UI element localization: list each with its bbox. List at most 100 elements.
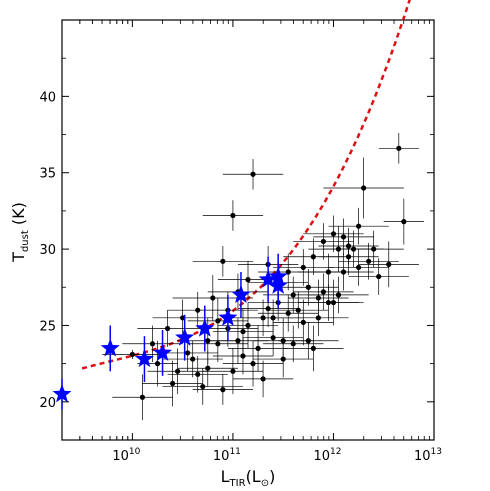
star-point-1 bbox=[100, 325, 120, 372]
y-tick-label-3: 35 bbox=[39, 167, 56, 182]
data-point-marker bbox=[164, 325, 171, 332]
data-point-marker bbox=[175, 368, 181, 374]
data-point-marker bbox=[154, 361, 161, 367]
data-point-marker bbox=[386, 261, 392, 267]
data-point-63 bbox=[278, 322, 339, 360]
data-point-marker bbox=[215, 318, 221, 324]
data-point-marker bbox=[310, 254, 316, 260]
x-tick-label-0: 1010 bbox=[112, 447, 140, 464]
data-point-49 bbox=[242, 319, 304, 356]
star-point-marker bbox=[153, 342, 173, 361]
data-point-marker bbox=[340, 234, 347, 240]
data-point-marker bbox=[290, 292, 296, 298]
data-point-marker bbox=[290, 341, 296, 347]
data-point-65 bbox=[298, 284, 359, 321]
data-point-marker bbox=[205, 365, 211, 371]
data-point-marker bbox=[195, 307, 201, 313]
data-point-3 bbox=[142, 360, 203, 407]
data-point-46 bbox=[383, 198, 424, 245]
x-tick-label-1: 1011 bbox=[213, 447, 241, 464]
data-point-marker bbox=[315, 295, 321, 301]
data-point-marker bbox=[139, 394, 146, 400]
data-point-marker bbox=[371, 246, 377, 252]
star-point-marker bbox=[258, 269, 278, 288]
data-point-marker bbox=[320, 238, 327, 245]
data-point-67 bbox=[318, 238, 379, 276]
data-point-marker bbox=[330, 231, 337, 237]
data-point-42 bbox=[343, 230, 404, 268]
y-tick-label-0: 20 bbox=[39, 396, 56, 411]
data-point-29 bbox=[278, 268, 339, 306]
data-point-marker bbox=[185, 350, 191, 356]
data-point-1 bbox=[112, 374, 173, 421]
fit-curve-layer bbox=[81, 0, 411, 370]
data-point-marker bbox=[355, 223, 362, 229]
data-point-66 bbox=[308, 276, 369, 314]
data-point-marker bbox=[310, 345, 316, 351]
data-point-marker bbox=[295, 307, 301, 313]
data-point-64 bbox=[288, 299, 349, 337]
data-point-marker bbox=[300, 264, 306, 271]
star-point-marker bbox=[218, 307, 238, 326]
data-point-marker bbox=[195, 371, 201, 377]
data-point-52 bbox=[222, 158, 284, 190]
data-point-marker bbox=[240, 353, 246, 359]
data-point-53 bbox=[202, 200, 264, 231]
y-tick-label-2: 30 bbox=[39, 243, 56, 258]
data-point-70 bbox=[258, 253, 319, 291]
data-point-marker bbox=[300, 319, 306, 325]
stars-layer bbox=[52, 253, 288, 410]
data-point-marker bbox=[245, 322, 251, 329]
data-point-marker bbox=[366, 258, 372, 264]
data-point-marker bbox=[376, 273, 382, 280]
data-point-marker bbox=[270, 335, 276, 341]
data-point-4 bbox=[147, 348, 208, 395]
data-point-41 bbox=[338, 242, 399, 280]
data-point-18 bbox=[222, 340, 284, 387]
data-point-62 bbox=[273, 249, 334, 286]
star-point-marker bbox=[268, 266, 288, 285]
data-point-marker bbox=[169, 380, 176, 387]
data-point-marker bbox=[210, 295, 216, 301]
data-point-30 bbox=[283, 325, 344, 372]
star-point-0 bbox=[52, 378, 72, 410]
data-point-76 bbox=[177, 349, 238, 387]
data-point-25 bbox=[258, 294, 319, 332]
data-point-marker bbox=[340, 269, 347, 275]
data-point-marker bbox=[335, 292, 342, 298]
y-tick-label-4: 40 bbox=[39, 90, 56, 105]
data-point-11 bbox=[192, 374, 254, 405]
x-tick-label-3: 1013 bbox=[414, 447, 442, 464]
data-point-marker bbox=[285, 269, 291, 275]
data-point-marker bbox=[230, 368, 236, 374]
data-point-marker bbox=[355, 264, 362, 271]
data-point-marker bbox=[240, 328, 246, 335]
data-point-19 bbox=[227, 325, 289, 372]
star-point-10 bbox=[268, 253, 288, 300]
data-point-marker bbox=[200, 383, 206, 390]
data-point-77 bbox=[167, 356, 228, 393]
y-tick-label-1: 25 bbox=[39, 319, 56, 334]
y-axis-label: Tdust (K) bbox=[9, 202, 31, 263]
data-point-marker bbox=[190, 356, 196, 362]
data-point-40 bbox=[323, 157, 404, 219]
data-point-marker bbox=[235, 338, 241, 344]
data-point-marker bbox=[361, 185, 367, 191]
plot-frame bbox=[61, 19, 435, 441]
data-point-54 bbox=[167, 291, 228, 329]
data-point-marker bbox=[315, 315, 321, 321]
data-point-59 bbox=[293, 223, 354, 260]
star-point-4 bbox=[175, 314, 195, 361]
data-point-43 bbox=[348, 258, 409, 295]
data-point-68 bbox=[328, 249, 389, 286]
x-tick-label-2: 1012 bbox=[313, 447, 341, 464]
star-point-marker bbox=[231, 284, 251, 303]
data-point-60 bbox=[303, 215, 364, 253]
data-point-marker bbox=[280, 356, 286, 362]
data-point-6 bbox=[162, 340, 223, 378]
star-point-8 bbox=[258, 256, 278, 303]
data-point-44 bbox=[358, 241, 419, 288]
data-point-48 bbox=[232, 360, 294, 398]
data-point-7 bbox=[162, 368, 243, 405]
